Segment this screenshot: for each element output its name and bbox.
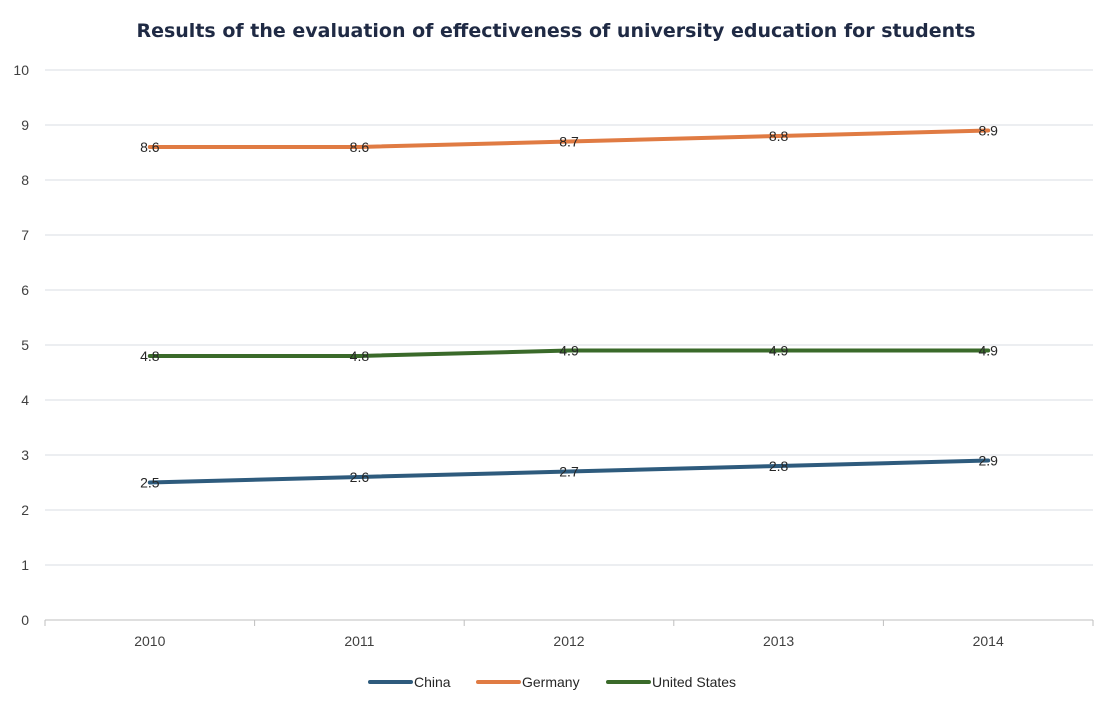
y-tick-label: 7 <box>21 227 29 243</box>
series-line-germany <box>147 128 991 149</box>
x-tick-label: 2014 <box>973 633 1004 649</box>
y-tick-label: 2 <box>21 502 29 518</box>
y-tick-label: 0 <box>21 612 29 628</box>
series-line-united-states <box>147 348 991 358</box>
legend-label: Germany <box>522 674 580 690</box>
series-line-china <box>147 458 991 485</box>
data-label-united-states: 4.9 <box>769 343 789 359</box>
legend-item-united-states[interactable]: United States <box>606 674 736 690</box>
y-tick-label: 4 <box>21 392 29 408</box>
x-tick-label: 2012 <box>553 633 584 649</box>
data-label-united-states: 4.8 <box>350 348 370 364</box>
data-label-china: 2.8 <box>769 458 789 474</box>
chart-title: Results of the evaluation of effectivene… <box>136 20 975 42</box>
data-label-united-states: 4.9 <box>559 343 579 359</box>
legend-label: United States <box>652 674 736 690</box>
data-label-china: 2.5 <box>140 475 160 491</box>
legend-label: China <box>414 674 451 690</box>
data-label-germany: 8.6 <box>140 139 160 155</box>
data-label-germany: 8.7 <box>559 134 579 150</box>
y-tick-label: 9 <box>21 117 29 133</box>
y-tick-label: 6 <box>21 282 29 298</box>
legend-item-china[interactable]: China <box>368 674 451 690</box>
data-label-united-states: 4.8 <box>140 348 160 364</box>
series-lines <box>147 128 991 485</box>
y-tick-label: 10 <box>13 62 29 78</box>
y-axis-ticks: 0 1 2 3 4 5 6 7 8 9 10 <box>13 62 29 628</box>
legend-item-germany[interactable]: Germany <box>476 674 580 690</box>
gridlines <box>44 69 1094 626</box>
data-label-china: 2.9 <box>978 453 998 469</box>
y-tick-label: 1 <box>21 557 29 573</box>
data-labels: 2.5 2.6 2.7 2.8 2.9 8.6 8.6 8.7 8.8 8.9 4.8 4.8 4.9 4… <box>140 123 998 491</box>
y-tick-label: 3 <box>21 447 29 463</box>
y-tick-label: 8 <box>21 172 29 188</box>
x-axis-ticks: 2010 2011 2012 2013 2014 <box>134 633 1004 649</box>
x-tick-label: 2010 <box>134 633 165 649</box>
data-label-china: 2.7 <box>559 464 579 480</box>
data-label-united-states: 4.9 <box>978 343 998 359</box>
y-tick-label: 5 <box>21 337 29 353</box>
x-tick-label: 2013 <box>763 633 794 649</box>
legend[interactable]: China Germany United States <box>368 674 736 690</box>
data-label-germany: 8.9 <box>978 123 998 139</box>
x-tick-label: 2011 <box>344 633 374 649</box>
data-label-china: 2.6 <box>350 469 370 485</box>
data-label-germany: 8.8 <box>769 128 789 144</box>
data-label-germany: 8.6 <box>350 139 370 155</box>
